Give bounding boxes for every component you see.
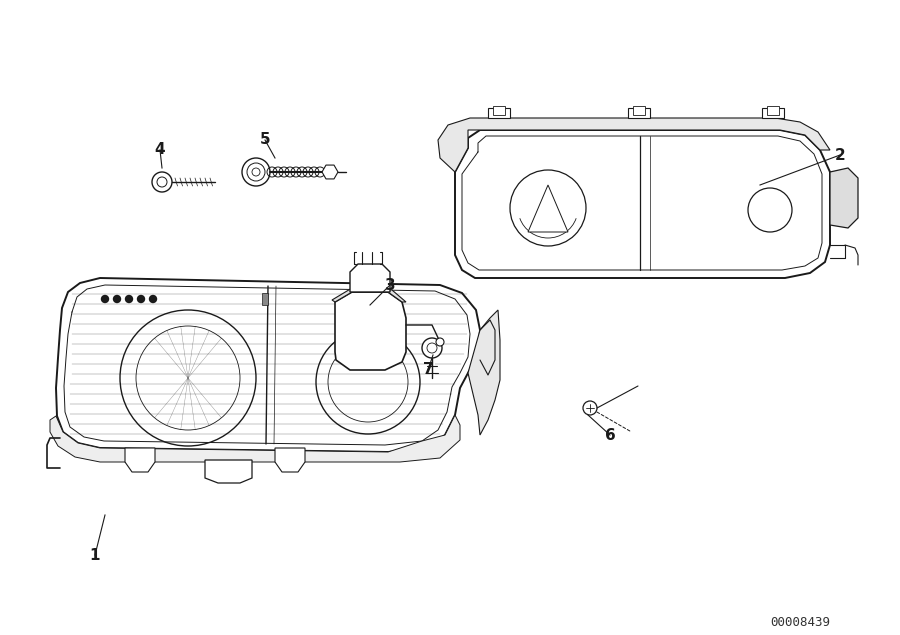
Polygon shape (332, 288, 406, 302)
Circle shape (436, 338, 444, 346)
Polygon shape (762, 108, 784, 118)
Text: 2: 2 (834, 147, 845, 163)
Circle shape (152, 172, 172, 192)
Circle shape (149, 295, 157, 302)
Polygon shape (455, 130, 830, 278)
Polygon shape (335, 292, 406, 370)
Bar (633, 106, 645, 115)
Circle shape (583, 401, 597, 415)
Polygon shape (262, 293, 268, 305)
Polygon shape (488, 108, 510, 118)
Polygon shape (275, 448, 305, 472)
Polygon shape (350, 264, 390, 292)
Circle shape (242, 158, 270, 186)
Polygon shape (205, 460, 252, 483)
Polygon shape (322, 165, 338, 179)
Text: 6: 6 (605, 427, 616, 443)
Text: 1: 1 (90, 547, 100, 563)
Text: 4: 4 (155, 142, 166, 157)
Circle shape (125, 295, 132, 302)
Polygon shape (125, 448, 155, 472)
Circle shape (113, 295, 121, 302)
Circle shape (138, 295, 145, 302)
Text: 3: 3 (384, 277, 395, 293)
Polygon shape (528, 185, 568, 232)
Polygon shape (830, 168, 858, 228)
Text: 7: 7 (423, 363, 433, 377)
Bar (493, 106, 505, 115)
Polygon shape (50, 415, 460, 462)
Circle shape (102, 295, 109, 302)
Polygon shape (56, 278, 480, 452)
Text: 00008439: 00008439 (770, 615, 830, 629)
Text: 5: 5 (260, 133, 270, 147)
Circle shape (422, 338, 442, 358)
Polygon shape (628, 108, 650, 118)
Bar (767, 106, 779, 115)
Polygon shape (468, 310, 500, 435)
Polygon shape (438, 118, 830, 172)
